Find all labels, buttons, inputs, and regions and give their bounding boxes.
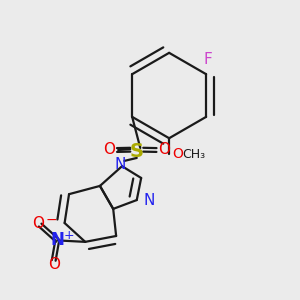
Text: O: O bbox=[103, 142, 116, 157]
Text: S: S bbox=[130, 142, 144, 161]
Text: CH₃: CH₃ bbox=[182, 148, 206, 161]
Text: N: N bbox=[143, 193, 154, 208]
Text: O: O bbox=[172, 147, 183, 161]
Text: O: O bbox=[48, 257, 60, 272]
Text: N: N bbox=[51, 231, 65, 249]
Text: −: − bbox=[46, 213, 57, 227]
Text: O: O bbox=[32, 216, 44, 231]
Text: O: O bbox=[158, 142, 170, 157]
Text: F: F bbox=[203, 52, 212, 67]
Text: +: + bbox=[64, 229, 74, 242]
Text: N: N bbox=[115, 157, 126, 172]
